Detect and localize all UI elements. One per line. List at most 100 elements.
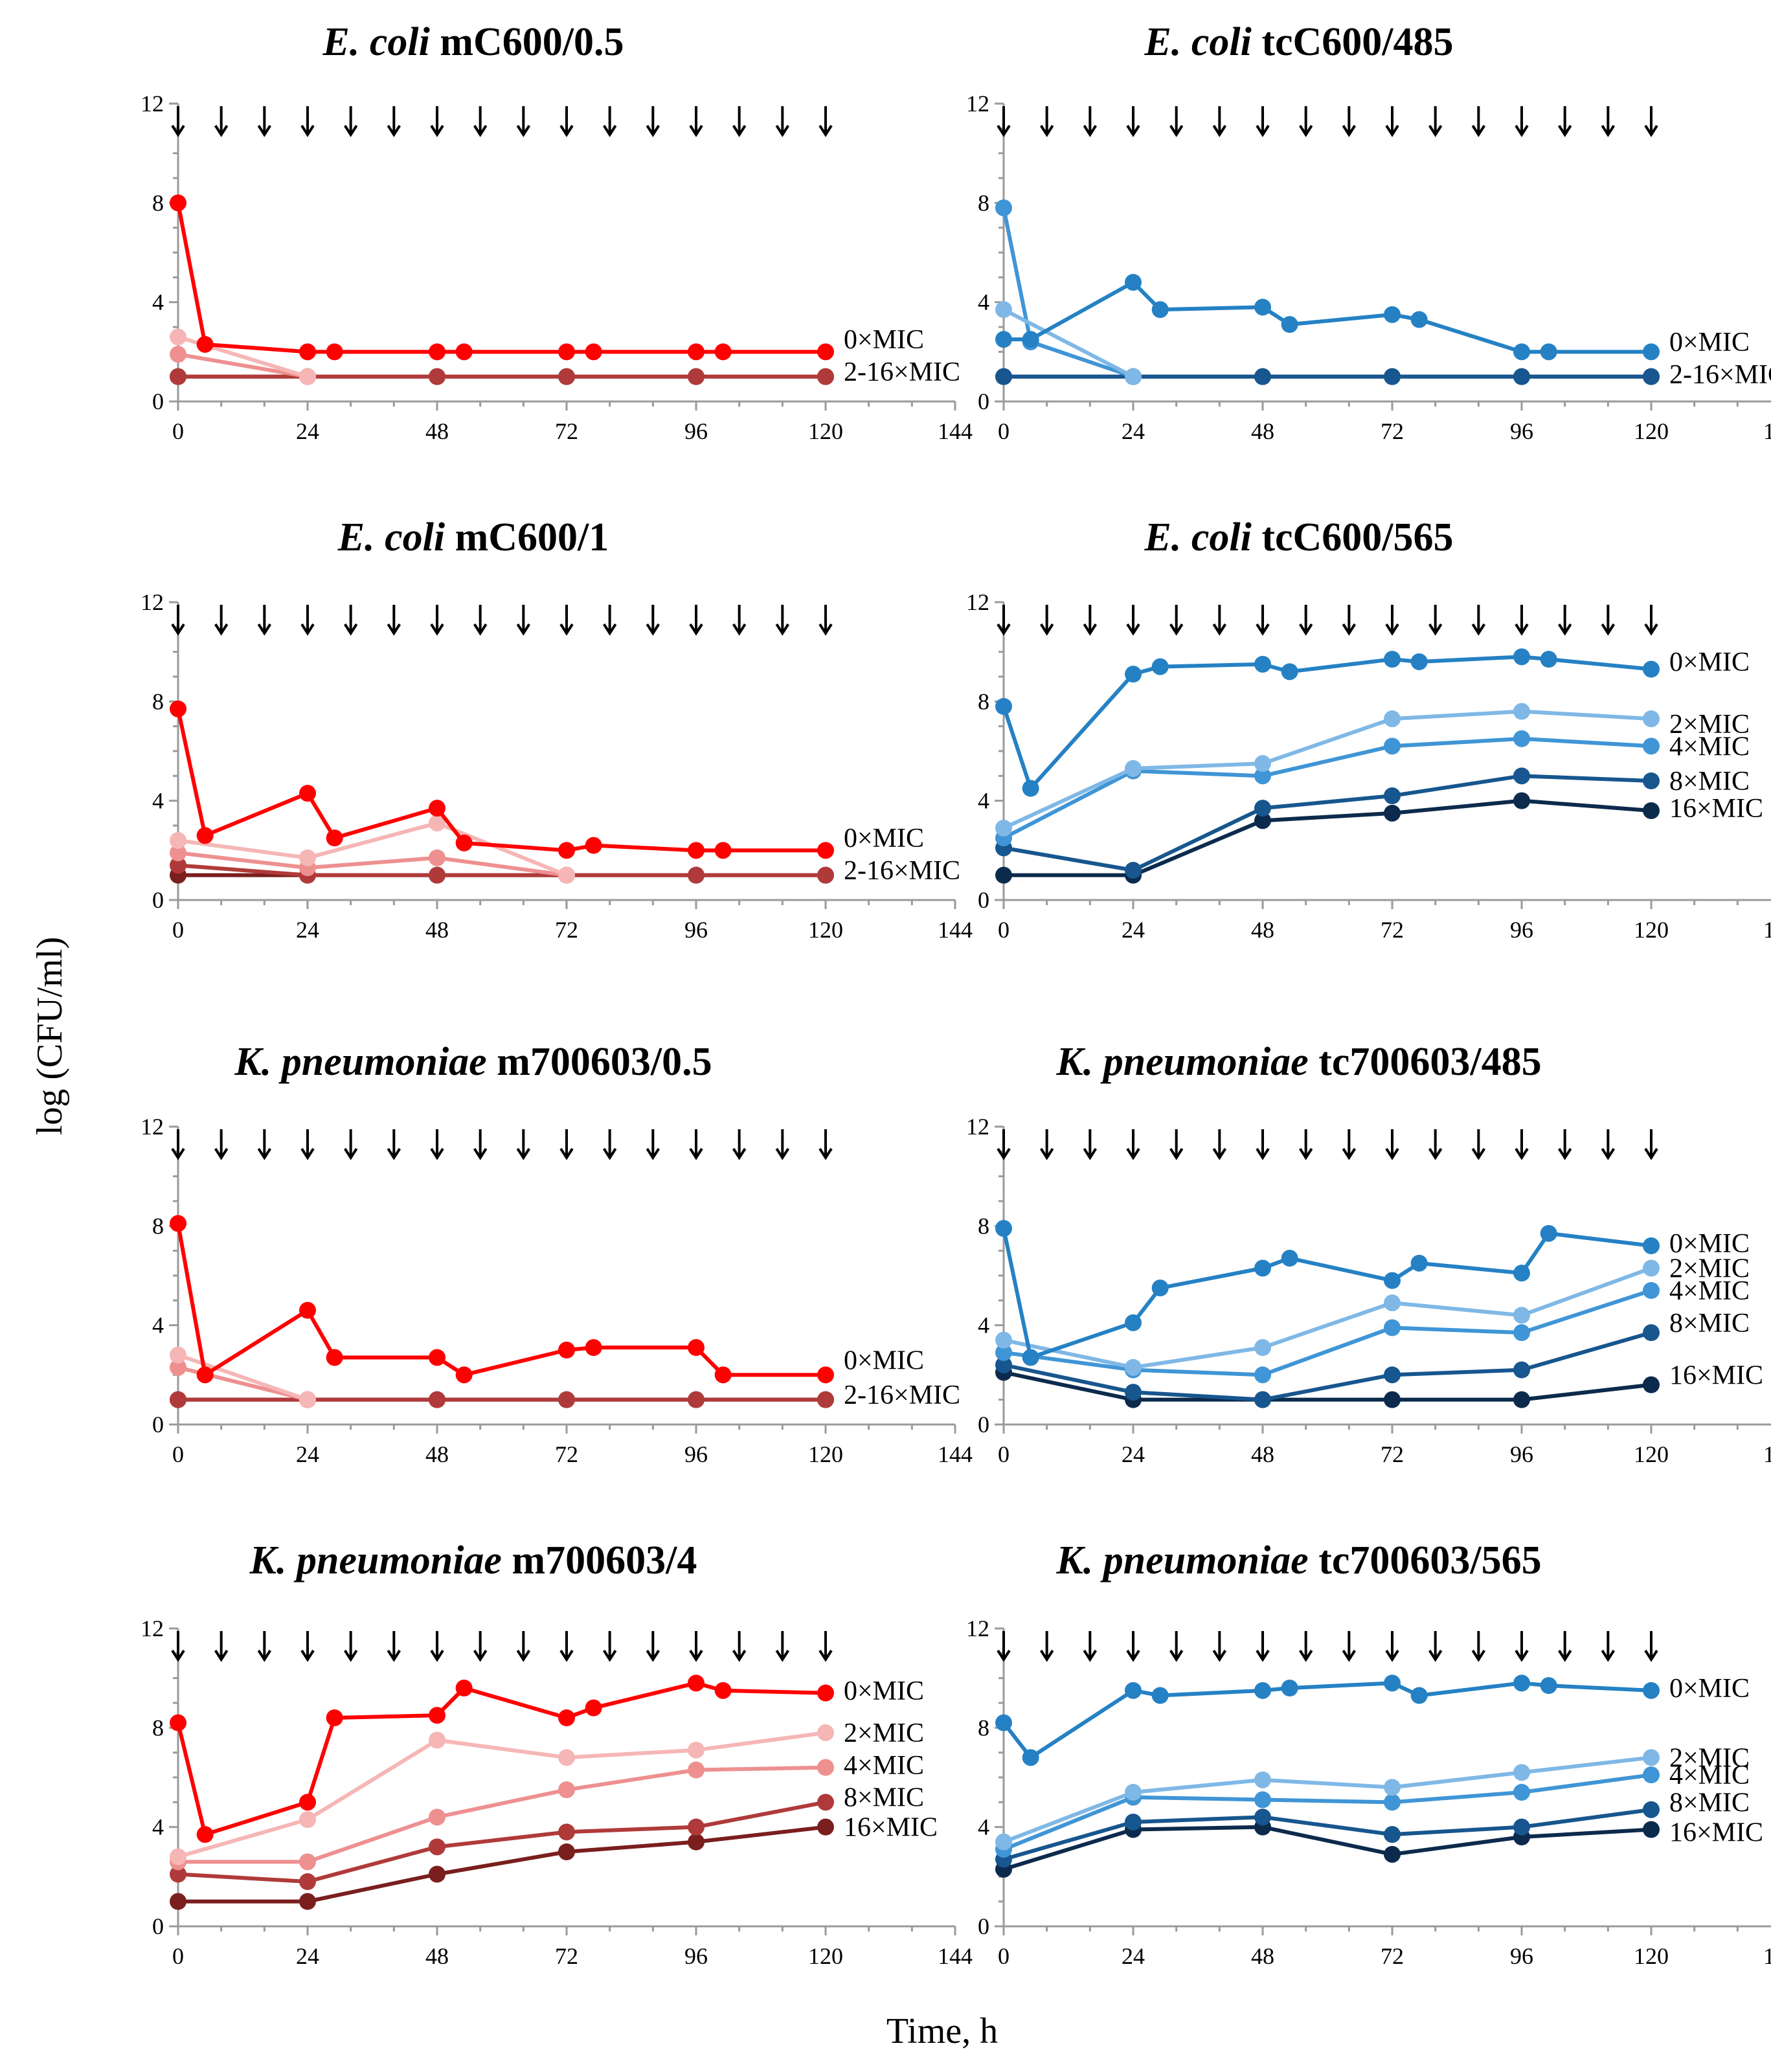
- dose-arrow-icon: [646, 1631, 660, 1662]
- data-point: [1513, 1784, 1530, 1801]
- data-point: [817, 1724, 834, 1741]
- data-point: [429, 343, 446, 361]
- series-line: [1002, 1681, 1652, 1760]
- dose-arrow-icon: [689, 106, 703, 137]
- data-point: [1410, 1687, 1428, 1704]
- dose-arrow-icon: [516, 1129, 531, 1160]
- data-point: [688, 842, 705, 859]
- y-tick-label: 8: [152, 190, 164, 216]
- y-tick-label: 0: [978, 1412, 989, 1437]
- x-tick-label: 72: [1381, 418, 1404, 444]
- data-point: [429, 368, 446, 385]
- series-label: 0×MIC: [844, 1346, 924, 1375]
- x-axis-title: Time, h: [886, 2011, 998, 2051]
- chart-title: E. coli tcC600/565: [1144, 515, 1454, 559]
- data-point: [1540, 1224, 1557, 1242]
- data-point: [1384, 738, 1401, 755]
- data-point: [299, 1853, 316, 1871]
- series-line: [177, 1353, 308, 1402]
- dose-arrow-icon: [1342, 605, 1357, 636]
- data-point: [1384, 804, 1401, 822]
- data-point: [995, 301, 1012, 319]
- dose-arrow-icon: [1644, 1631, 1658, 1662]
- x-tick-label: 0: [172, 1943, 184, 1969]
- x-tick-label: 144: [938, 1441, 973, 1467]
- dose-arrow-icon: [430, 106, 444, 137]
- series-line: [1003, 1266, 1653, 1369]
- data-point: [1643, 1821, 1660, 1838]
- dose-arrow-icon: [257, 605, 272, 636]
- y-tick-label: 0: [978, 388, 989, 414]
- chart-title-species: E. coli: [1144, 20, 1262, 64]
- dose-arrow-icon: [689, 605, 703, 636]
- dose-arrow-icon: [1039, 1129, 1054, 1160]
- y-tick-label: 12: [966, 589, 989, 615]
- data-point: [1254, 368, 1271, 385]
- series-line: [177, 1731, 826, 1859]
- dose-arrow-icon: [300, 1631, 315, 1662]
- data-point: [1384, 1779, 1401, 1796]
- data-point: [1125, 862, 1142, 879]
- x-tick-label: 72: [555, 418, 578, 444]
- data-point: [170, 1714, 186, 1731]
- dose-arrow-icon: [1385, 1631, 1399, 1662]
- data-point: [1643, 368, 1660, 385]
- series-label: 16×MIC: [1669, 1818, 1763, 1847]
- data-point: [170, 368, 186, 385]
- data-point: [688, 1741, 705, 1759]
- dose-arrow-icon: [1256, 1631, 1270, 1662]
- series-label: 2-16×MIC: [844, 1380, 960, 1410]
- chart-panel: E. coli tcC600/485048120244872961201440×…: [966, 20, 1771, 444]
- dose-arrow-icon: [1083, 605, 1098, 636]
- data-point: [196, 1366, 214, 1384]
- dose-arrow-icon: [1039, 605, 1054, 636]
- data-point: [299, 1873, 316, 1890]
- dose-arrow-icon: [775, 106, 790, 137]
- data-point: [688, 1391, 705, 1408]
- x-tick-label: 144: [1763, 1441, 1771, 1467]
- dose-arrow-icon: [1601, 1129, 1616, 1160]
- data-point: [1513, 1391, 1530, 1408]
- x-tick-label: 144: [938, 418, 973, 444]
- x-tick-label: 24: [296, 1943, 319, 1969]
- series-label: 2-16×MIC: [844, 357, 960, 387]
- series-line: [1002, 1228, 1652, 1360]
- series-label: 8×MIC: [1669, 767, 1750, 796]
- x-tick-label: 144: [1763, 1943, 1771, 1969]
- x-tick-label: 24: [296, 917, 319, 943]
- data-point: [429, 800, 446, 817]
- data-point: [558, 343, 575, 361]
- data-point: [299, 343, 316, 361]
- data-point: [995, 1714, 1012, 1731]
- dose-arrow-icon: [430, 1631, 444, 1662]
- data-point: [995, 1220, 1012, 1237]
- dose-arrow-icon: [1557, 106, 1572, 137]
- data-point: [1254, 800, 1271, 817]
- data-point: [1384, 1845, 1401, 1863]
- y-tick-label: 4: [152, 788, 164, 814]
- data-point: [1125, 1682, 1142, 1699]
- series-label: 8×MIC: [844, 1783, 924, 1813]
- data-point: [1125, 1784, 1142, 1801]
- data-point: [688, 343, 705, 361]
- x-tick-label: 0: [172, 917, 184, 943]
- x-tick-label: 0: [172, 418, 184, 444]
- dose-arrow-icon: [732, 1129, 747, 1160]
- data-point: [455, 834, 473, 851]
- data-point: [558, 1749, 575, 1766]
- data-point: [1643, 802, 1660, 819]
- data-point: [995, 1833, 1012, 1851]
- x-tick-label: 72: [1381, 917, 1404, 943]
- dose-arrow-icon: [516, 106, 531, 137]
- dose-arrow-icon: [1342, 106, 1357, 137]
- data-point: [714, 343, 732, 361]
- dose-arrow-icon: [1342, 1129, 1357, 1160]
- data-point: [1643, 1749, 1660, 1766]
- data-point: [1125, 274, 1142, 291]
- data-point: [1513, 368, 1530, 385]
- y-tick-label: 8: [152, 1213, 164, 1239]
- x-tick-label: 120: [808, 418, 843, 444]
- data-point: [585, 1699, 602, 1717]
- data-point: [170, 857, 186, 874]
- data-point: [1125, 666, 1142, 683]
